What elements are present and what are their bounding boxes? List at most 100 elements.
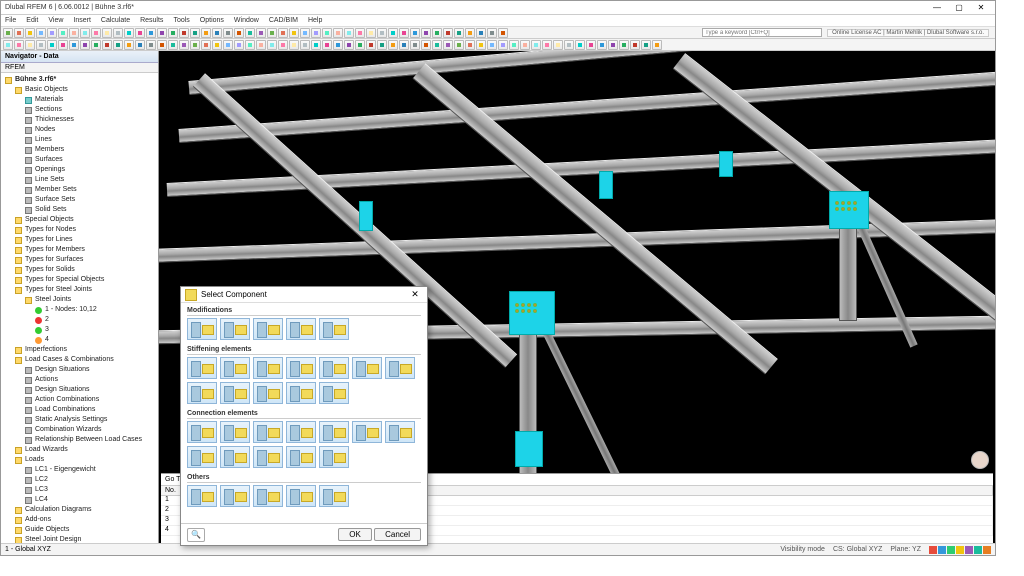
menu-help[interactable]: Help [308,17,322,24]
toolbar-button[interactable] [465,28,475,38]
toolbar-button[interactable] [69,28,79,38]
toolbar-button[interactable] [157,40,167,50]
component-thumb[interactable] [286,421,316,443]
toolbar-button[interactable] [157,28,167,38]
component-thumb[interactable] [187,382,217,404]
toolbar-button[interactable] [124,40,134,50]
toolbar-button[interactable] [179,40,189,50]
toolbar-button[interactable] [355,40,365,50]
tree-item[interactable]: Lines [1,135,158,145]
toolbar-button[interactable] [641,40,651,50]
toolbar-button[interactable] [344,28,354,38]
component-thumb[interactable] [220,485,250,507]
component-thumb[interactable] [286,357,316,379]
tree-item[interactable]: Materials [1,95,158,105]
toolbar-button[interactable] [190,28,200,38]
menu-view[interactable]: View [48,17,63,24]
tree-item[interactable]: Types for Surfaces [1,255,158,265]
toolbar-button[interactable] [476,28,486,38]
ok-button[interactable]: OK [338,528,372,541]
component-thumb[interactable] [385,357,415,379]
component-thumb[interactable] [187,446,217,468]
toolbar-button[interactable] [443,28,453,38]
toolbar-button[interactable] [377,40,387,50]
toolbar-button[interactable] [36,40,46,50]
component-thumb[interactable] [319,318,349,340]
toolbar-button[interactable] [113,28,123,38]
toolbar-button[interactable] [597,40,607,50]
toolbar-button[interactable] [311,40,321,50]
tree-item[interactable]: LC3 [1,485,158,495]
component-thumb[interactable] [220,421,250,443]
toolbar-button[interactable] [179,28,189,38]
toolbar-button[interactable] [245,40,255,50]
toolbar-button[interactable] [498,40,508,50]
toolbar-button[interactable] [366,40,376,50]
toolbar-button[interactable] [14,40,24,50]
toolbar-button[interactable] [630,40,640,50]
toolbar-button[interactable] [47,40,57,50]
component-thumb[interactable] [187,357,217,379]
toolbar-button[interactable] [201,28,211,38]
toolbar-button[interactable] [278,28,288,38]
close-button[interactable]: ✕ [971,3,991,13]
tree-item[interactable]: Steel Joint Design [1,535,158,543]
tree-item[interactable]: Solid Sets [1,205,158,215]
component-thumb[interactable] [319,485,349,507]
tree-item[interactable]: Calculation Diagrams [1,505,158,515]
menu-options[interactable]: Options [200,17,224,24]
tree-item[interactable]: LC2 [1,475,158,485]
tree-item[interactable]: Static Analysis Settings [1,415,158,425]
toolbar-button[interactable] [25,28,35,38]
toolbar-button[interactable] [454,28,464,38]
minimize-button[interactable]: — [927,3,947,13]
tree-item[interactable]: Types for Solids [1,265,158,275]
menu-insert[interactable]: Insert [73,17,91,24]
tree-item[interactable]: Line Sets [1,175,158,185]
toolbar-button[interactable] [146,40,156,50]
tree-item[interactable]: 4 [1,335,158,345]
toolbar-button[interactable] [113,40,123,50]
component-thumb[interactable] [187,318,217,340]
component-thumb[interactable] [253,446,283,468]
toolbar-button[interactable] [212,40,222,50]
toolbar-button[interactable] [256,28,266,38]
toolbar-button[interactable] [333,28,343,38]
toolbar-button[interactable] [25,40,35,50]
tree-item[interactable]: Types for Nodes [1,225,158,235]
toolbar-button[interactable] [267,28,277,38]
toolbar-button[interactable] [289,28,299,38]
tree-item[interactable]: Basic Objects [1,85,158,95]
toolbar-button[interactable] [377,28,387,38]
toolbar-button[interactable] [652,40,662,50]
tree-item[interactable]: Surface Sets [1,195,158,205]
toolbar-button[interactable] [366,28,376,38]
toolbar-button[interactable] [14,28,24,38]
user-avatar[interactable] [971,451,989,469]
toolbar-button[interactable] [487,40,497,50]
toolbar-button[interactable] [322,28,332,38]
tree-item[interactable]: Design Situations [1,365,158,375]
tree-item[interactable]: Types for Members [1,245,158,255]
toolbar-button[interactable] [102,40,112,50]
toolbar-button[interactable] [256,40,266,50]
toolbar-button[interactable] [3,28,13,38]
tree-item[interactable]: 3 [1,325,158,335]
toolbar-button[interactable] [168,40,178,50]
toolbar-button[interactable] [124,28,134,38]
tree-item[interactable]: Special Objects [1,215,158,225]
component-thumb[interactable] [220,357,250,379]
tree-item[interactable]: Loads [1,455,158,465]
toolbar-button[interactable] [102,28,112,38]
toolbar-button[interactable] [80,28,90,38]
navigator-tree[interactable]: Bühne 3.rf6*Basic ObjectsMaterialsSectio… [1,73,158,543]
tree-item[interactable]: Load Wizards [1,445,158,455]
search-icon[interactable]: 🔍 [187,528,205,542]
toolbar-button[interactable] [234,28,244,38]
toolbar-button[interactable] [135,40,145,50]
toolbar-button[interactable] [520,40,530,50]
tree-item[interactable]: Combination Wizards [1,425,158,435]
toolbar-button[interactable] [432,40,442,50]
tree-item[interactable]: LC4 [1,495,158,505]
component-thumb[interactable] [253,382,283,404]
